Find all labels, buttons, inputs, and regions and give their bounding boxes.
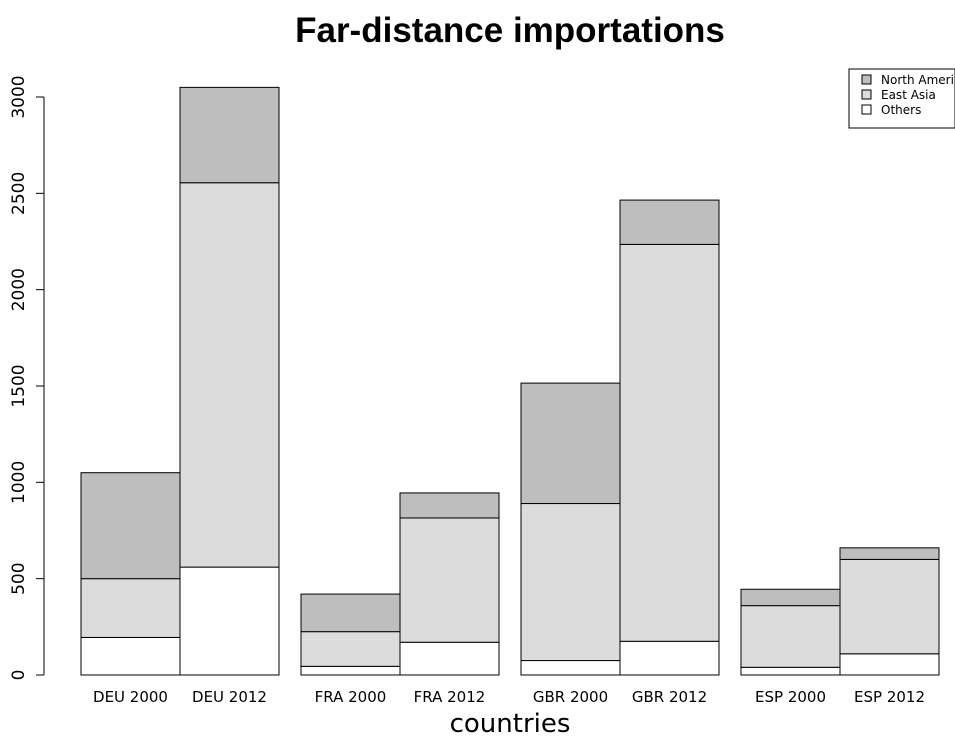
bar-segment [619, 243, 720, 642]
x-tick-label: ESP 2000 [755, 688, 826, 706]
bar-segment [179, 86, 280, 184]
bar-segment [520, 660, 621, 676]
y-tick-label: 500 [9, 562, 29, 594]
bar-segment [619, 640, 720, 676]
bar-segment [740, 588, 841, 607]
bar-segment [740, 666, 841, 676]
legend-swatch [861, 74, 872, 85]
bar-segment [399, 492, 500, 519]
legend-swatch [861, 104, 872, 115]
y-tick-label: 1000 [9, 461, 29, 504]
y-tick-label: 3000 [9, 75, 29, 118]
bar-segment [80, 578, 181, 638]
bar-segment [619, 199, 720, 245]
y-tick-label: 1500 [9, 364, 29, 407]
bar-segment [740, 605, 841, 668]
x-tick-label: DEU 2012 [192, 688, 267, 706]
y-tick-label: 0 [9, 670, 29, 681]
legend-label: North America [881, 73, 955, 87]
y-axis: 0 500 1000 1500 2000 2500 3000 [9, 75, 45, 681]
bars [80, 86, 940, 676]
bar-segment [179, 566, 280, 676]
x-tick-label: ESP 2012 [854, 688, 925, 706]
legend-label: Others [881, 103, 921, 117]
x-tick-label: GBR 2000 [533, 688, 608, 706]
bar-segment [300, 631, 401, 667]
bar-segment [399, 517, 500, 643]
legend-label: East Asia [881, 88, 936, 102]
bar-segment [300, 593, 401, 633]
bar-segment [520, 503, 621, 662]
y-tick-label: 2000 [9, 268, 29, 311]
bar-segment [839, 653, 940, 676]
x-tick-label: FRA 2000 [315, 688, 387, 706]
y-tick-label: 2500 [9, 172, 29, 215]
x-tick-label: DEU 2000 [93, 688, 168, 706]
bar-segment [80, 472, 181, 580]
bar-segment [839, 547, 940, 560]
bar-segment [839, 558, 940, 655]
chart-title: Far-distance importations [295, 11, 725, 50]
bar-segment [520, 382, 621, 505]
bar-segment [300, 665, 401, 676]
x-tick-label: GBR 2012 [632, 688, 707, 706]
legend-swatch [861, 89, 872, 100]
x-tick-labels: DEU 2000 DEU 2012 FRA 2000 FRA 2012 GBR 2000… [93, 688, 925, 706]
bar-segment [179, 182, 280, 568]
bar-segment [80, 636, 181, 676]
bar-segment [399, 641, 500, 676]
x-axis-label: countries [450, 709, 571, 738]
x-tick-label: FRA 2012 [414, 688, 486, 706]
